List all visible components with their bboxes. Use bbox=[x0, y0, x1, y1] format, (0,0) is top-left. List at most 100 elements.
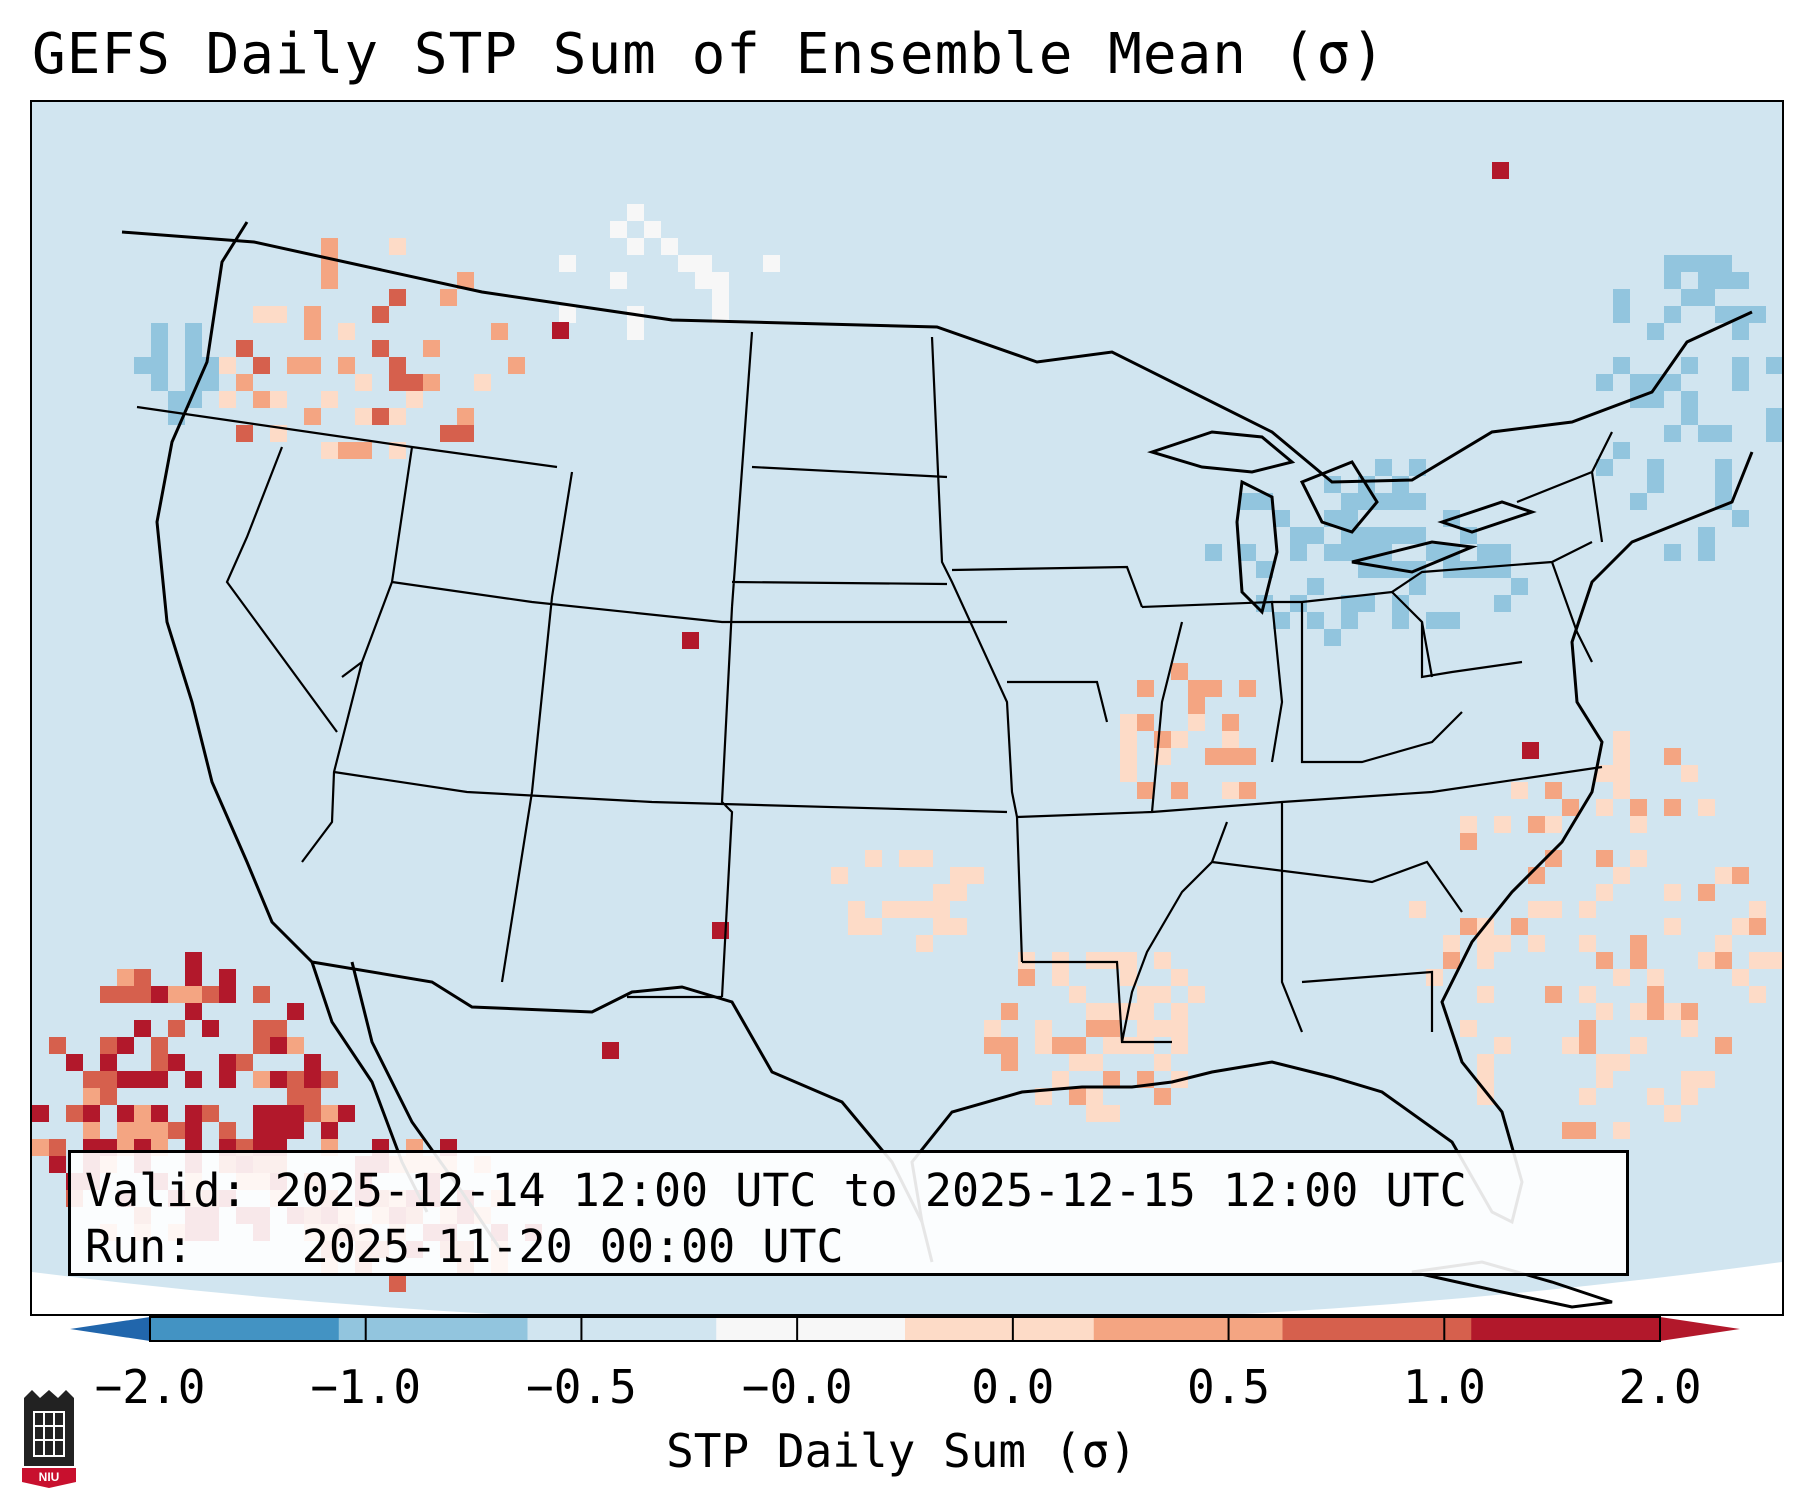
grid-cell bbox=[202, 1020, 219, 1037]
svg-text:NIU: NIU bbox=[39, 1470, 60, 1484]
grid-cell bbox=[627, 204, 644, 221]
colorbar-over-arrow bbox=[1660, 1317, 1740, 1341]
grid-cell bbox=[270, 306, 287, 323]
grid-cell bbox=[1477, 544, 1494, 561]
grid-cell bbox=[1766, 357, 1782, 374]
grid-cell bbox=[134, 357, 151, 374]
grid-cell bbox=[1647, 476, 1664, 493]
grid-cell bbox=[1698, 799, 1715, 816]
grid-cell bbox=[1137, 1003, 1154, 1020]
grid-cell bbox=[627, 238, 644, 255]
grid-cell bbox=[1188, 680, 1205, 697]
grid-cell bbox=[1732, 323, 1749, 340]
grid-cell bbox=[1613, 969, 1630, 986]
grid-cell bbox=[1392, 476, 1409, 493]
grid-cell bbox=[1188, 714, 1205, 731]
grid-cell bbox=[1307, 578, 1324, 595]
grid-cell bbox=[1052, 1037, 1069, 1054]
grid-cell bbox=[100, 1054, 117, 1071]
grid-cell bbox=[423, 374, 440, 391]
colorbar-bin bbox=[1471, 1317, 1661, 1341]
grid-cell bbox=[1732, 272, 1749, 289]
grid-cell bbox=[151, 374, 168, 391]
grid-cell bbox=[1545, 901, 1562, 918]
grid-cell bbox=[950, 884, 967, 901]
grid-cell bbox=[219, 1122, 236, 1139]
grid-cell bbox=[117, 986, 134, 1003]
colorbar-bins bbox=[150, 1317, 1661, 1341]
grid-cell bbox=[1698, 272, 1715, 289]
grid-cell bbox=[32, 1139, 49, 1156]
grid-cell bbox=[1222, 782, 1239, 799]
grid-cell bbox=[440, 289, 457, 306]
grid-cell bbox=[1188, 697, 1205, 714]
grid-cell bbox=[1749, 986, 1766, 1003]
grid-cell bbox=[1681, 1071, 1698, 1088]
grid-cell bbox=[1477, 1054, 1494, 1071]
grid-cell bbox=[100, 1071, 117, 1088]
grid-cell bbox=[1596, 459, 1613, 476]
grid-cell bbox=[338, 357, 355, 374]
grid-cell bbox=[1392, 527, 1409, 544]
grid-cell bbox=[151, 1054, 168, 1071]
grid-cell bbox=[1698, 255, 1715, 272]
grid-cell bbox=[1341, 493, 1358, 510]
grid-cell bbox=[270, 1122, 287, 1139]
grid-cell bbox=[185, 952, 202, 969]
grid-cell bbox=[151, 1071, 168, 1088]
grid-cell bbox=[151, 1105, 168, 1122]
grid-cell bbox=[253, 1105, 270, 1122]
grid-cell bbox=[1103, 1003, 1120, 1020]
grid-cell bbox=[253, 357, 270, 374]
map-panel bbox=[30, 100, 1784, 1316]
grid-cell bbox=[1120, 731, 1137, 748]
grid-cell bbox=[1664, 748, 1681, 765]
grid-cell bbox=[1664, 306, 1681, 323]
grid-cell bbox=[1086, 952, 1103, 969]
grid-cell bbox=[1205, 544, 1222, 561]
grid-cell bbox=[610, 221, 627, 238]
grid-cell bbox=[627, 323, 644, 340]
valid-run-info-box: Valid: 2025-12-14 12:00 UTC to 2025-12-1… bbox=[68, 1150, 1629, 1276]
grid-cell bbox=[304, 306, 321, 323]
grid-cell bbox=[1647, 391, 1664, 408]
grid-cell bbox=[1613, 867, 1630, 884]
grid-cell bbox=[1409, 901, 1426, 918]
grid-cell bbox=[1715, 952, 1732, 969]
us-canada-border bbox=[121, 230, 1753, 484]
grid-cell bbox=[1579, 901, 1596, 918]
grid-cell bbox=[1522, 742, 1539, 759]
grid-cell bbox=[151, 1122, 168, 1139]
grid-cell bbox=[185, 340, 202, 357]
grid-cell bbox=[1715, 1037, 1732, 1054]
grid-cell bbox=[66, 1105, 83, 1122]
grid-cell bbox=[1052, 952, 1069, 969]
grid-cell bbox=[1409, 493, 1426, 510]
valid-time-range: 2025-12-14 12:00 UTC to 2025-12-15 12:00… bbox=[274, 1164, 1467, 1217]
grid-cell bbox=[1596, 952, 1613, 969]
colorbar-tick-label: 0.5 bbox=[1187, 1360, 1271, 1414]
grid-cell bbox=[1154, 1020, 1171, 1037]
grid-cell bbox=[372, 408, 389, 425]
grid-cell bbox=[287, 1088, 304, 1105]
grid-cell bbox=[984, 1020, 1001, 1037]
colorbar-tick-label: −0.0 bbox=[741, 1360, 853, 1414]
colorbar-tick-label: 0.0 bbox=[971, 1360, 1055, 1414]
grid-cell bbox=[1409, 527, 1426, 544]
grid-cell bbox=[1596, 765, 1613, 782]
grid-cell bbox=[1205, 748, 1222, 765]
grid-cell bbox=[763, 255, 780, 272]
grid-cell bbox=[287, 1037, 304, 1054]
grid-cell bbox=[151, 357, 168, 374]
grid-cell bbox=[1579, 1122, 1596, 1139]
grid-cell bbox=[602, 1042, 619, 1059]
grid-cell bbox=[1613, 765, 1630, 782]
colorbar-tick-label: −0.5 bbox=[526, 1360, 637, 1414]
grid-cell bbox=[865, 918, 882, 935]
grid-cell bbox=[1681, 255, 1698, 272]
grid-cell bbox=[270, 1020, 287, 1037]
grid-cell bbox=[1375, 493, 1392, 510]
grid-cell bbox=[1307, 612, 1324, 629]
grid-cell bbox=[389, 408, 406, 425]
grid-cell bbox=[1647, 969, 1664, 986]
